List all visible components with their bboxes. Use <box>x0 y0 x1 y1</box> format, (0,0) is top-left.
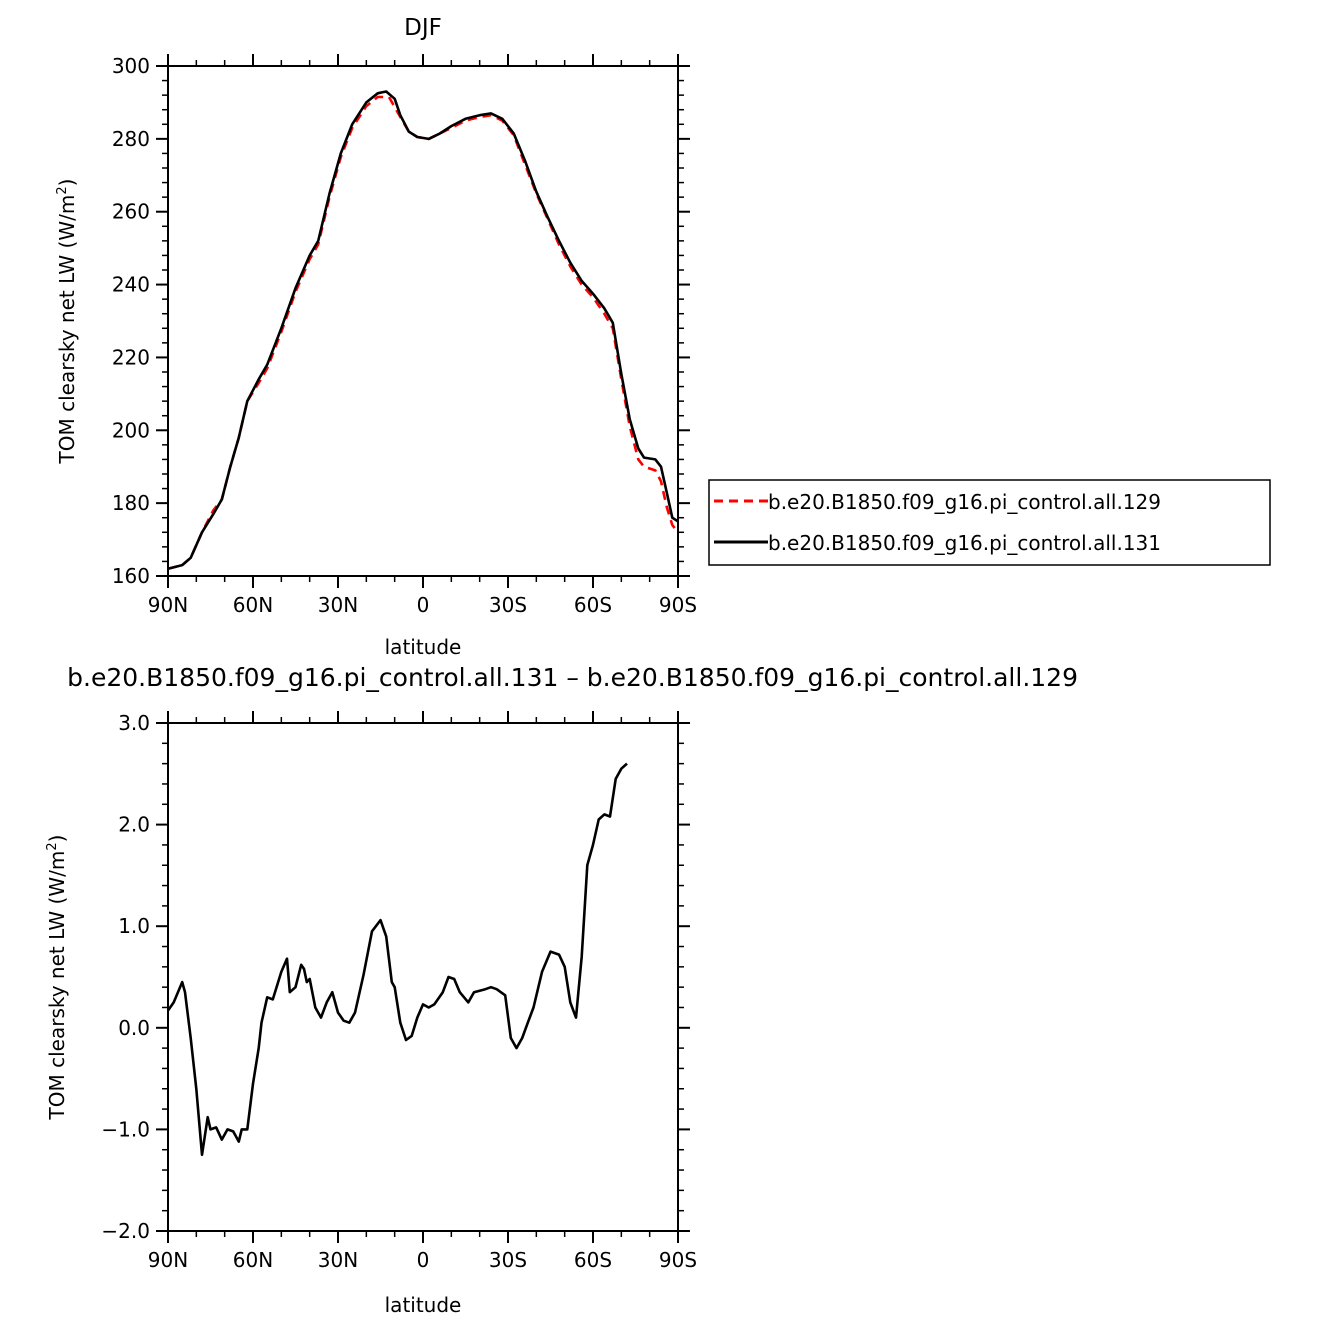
plot-area <box>167 65 679 577</box>
plot-area <box>167 722 679 1232</box>
x-tick-label: 30N <box>318 1248 358 1272</box>
difference-line <box>166 762 628 1157</box>
x-tick-label: 90S <box>659 593 697 617</box>
x-axis-label: latitude <box>385 635 462 659</box>
y-tick-label: 180 <box>112 491 150 515</box>
x-tick-label: 0 <box>417 1248 430 1272</box>
y-axis-label: TOM clearsky net LW (W/m2) <box>55 179 79 465</box>
chart-title: b.e20.B1850.f09_g16.pi_control.all.131 –… <box>67 663 1078 692</box>
x-tick-label: 60N <box>233 593 273 617</box>
x-tick-label: 90N <box>148 593 188 617</box>
y-tick-label: 3.0 <box>118 711 150 735</box>
x-axis-label: latitude <box>385 1293 462 1317</box>
x-tick-label: 60N <box>233 1248 273 1272</box>
y-tick-label: 2.0 <box>118 813 150 837</box>
y-tick-label: 260 <box>112 200 150 224</box>
y-tick-label: 300 <box>112 54 150 78</box>
y-tick-label: −1.0 <box>101 1117 150 1141</box>
x-tick-label: 60S <box>574 1248 612 1272</box>
x-tick-label: 90N <box>148 1248 188 1272</box>
y-axis-label: TOM clearsky net LW (W/m2) <box>45 835 69 1121</box>
y-tick-label: 0.0 <box>118 1016 150 1040</box>
x-tick-label: 90S <box>659 1248 697 1272</box>
legend-label-131: b.e20.B1850.f09_g16.pi_control.all.131 <box>768 531 1161 555</box>
x-tick-label: 30S <box>489 1248 527 1272</box>
y-tick-label: 1.0 <box>118 914 150 938</box>
y-tick-label: 280 <box>112 127 150 151</box>
chart-difference: b.e20.B1850.f09_g16.pi_control.all.131 –… <box>45 663 1078 1317</box>
x-tick-label: 0 <box>417 593 430 617</box>
x-tick-label: 60S <box>574 593 612 617</box>
series-line-129 <box>167 95 680 570</box>
chart-djf: DJF 160 180 200 220 240 260 280 300 90N 60N 30N 0 3… <box>55 15 1271 659</box>
y-tick-label: 200 <box>112 418 150 442</box>
chart-title: DJF <box>404 15 442 41</box>
legend-label-129: b.e20.B1850.f09_g16.pi_control.all.129 <box>768 490 1161 514</box>
x-tick-label: 30S <box>489 593 527 617</box>
series-line-131 <box>167 90 679 570</box>
y-tick-label: −2.0 <box>101 1219 150 1243</box>
legend-box <box>708 479 1271 566</box>
legend: b.e20.B1850.f09_g16.pi_control.all.129 b… <box>708 479 1271 566</box>
y-tick-label: 160 <box>112 564 150 588</box>
y-tick-label: 240 <box>112 273 150 297</box>
x-tick-label: 30N <box>318 593 358 617</box>
y-tick-label: 220 <box>112 345 150 369</box>
